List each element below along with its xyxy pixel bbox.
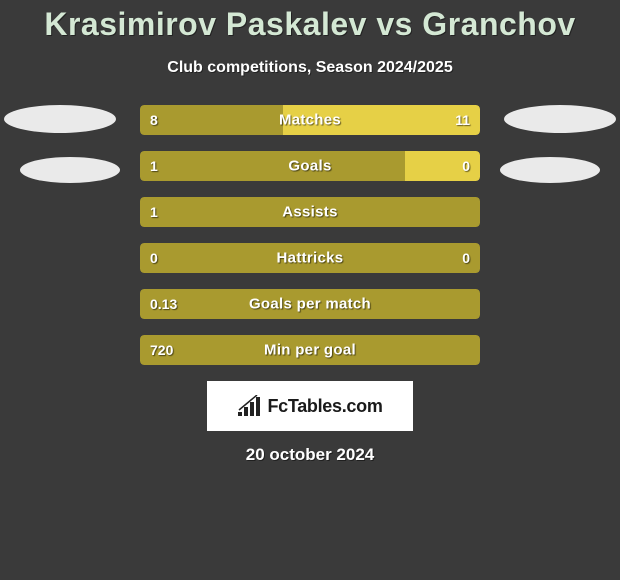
logo-text: FcTables.com	[267, 396, 382, 417]
bar-segment-right	[283, 105, 480, 135]
comparison-chart: 811Matches 10Goals 1Assists 00Hattricks 0.13…	[0, 105, 620, 465]
bar-row: 0.13Goals per match	[140, 289, 480, 319]
fctables-logo-icon	[237, 395, 263, 417]
bar-track	[140, 151, 480, 181]
bar-track	[140, 105, 480, 135]
player-left-flag-placeholder	[20, 157, 120, 183]
bar-segment-left	[140, 105, 283, 135]
bar-segment-full	[140, 197, 480, 227]
bar-track	[140, 243, 480, 273]
bar-segment-full	[140, 243, 480, 273]
bar-track	[140, 335, 480, 365]
bar-row: 00Hattricks	[140, 243, 480, 273]
player-right-flag-placeholder	[500, 157, 600, 183]
bar-row: 1Assists	[140, 197, 480, 227]
page-title: Krasimirov Paskalev vs Granchov	[0, 0, 620, 43]
bar-track	[140, 289, 480, 319]
bar-segment-full	[140, 289, 480, 319]
bar-track	[140, 197, 480, 227]
logo-box: FcTables.com	[207, 381, 413, 431]
date-label: 20 october 2024	[0, 445, 620, 465]
player-left-avatar-placeholder	[4, 105, 116, 133]
bar-segment-full	[140, 335, 480, 365]
bar-segment-left	[140, 151, 405, 181]
bars-container: 811Matches 10Goals 1Assists 00Hattricks 0.13…	[140, 105, 480, 365]
bar-row: 10Goals	[140, 151, 480, 181]
bar-row: 811Matches	[140, 105, 480, 135]
bar-row: 720Min per goal	[140, 335, 480, 365]
bar-segment-right	[405, 151, 480, 181]
player-right-avatar-placeholder	[504, 105, 616, 133]
subtitle: Club competitions, Season 2024/2025	[0, 59, 620, 77]
